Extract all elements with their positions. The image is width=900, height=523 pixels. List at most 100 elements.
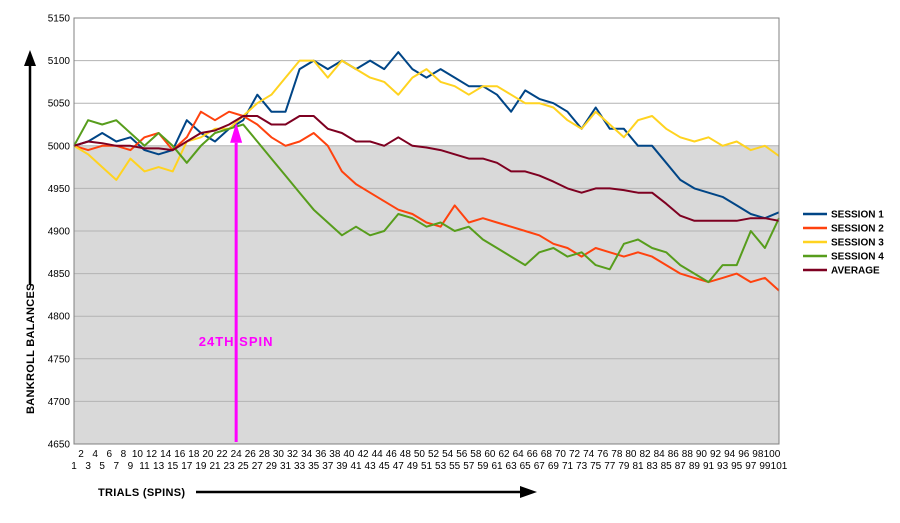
series-line-4 [73,119,780,284]
x-tick-label: 24 [231,449,243,460]
x-tick-label: 7 [114,461,120,472]
x-tick-label: 71 [562,461,574,472]
series-lines [73,51,780,292]
y-axis-title: BANKROLL BALANCES [25,283,37,414]
x-tick-label: 25 [238,461,250,472]
x-tick-label: 42 [357,449,369,460]
x-tick-label: 54 [442,449,454,460]
x-tick-label: 31 [280,461,292,472]
x-tick-label: 51 [421,461,433,472]
x-tick-label: 22 [216,449,228,460]
x-tick-label: 81 [632,461,644,472]
x-tick-label: 73 [576,461,588,472]
y-tick-label: 4900 [48,227,71,238]
x-tick-label: 62 [498,449,510,460]
x-tick-label: 80 [625,449,637,460]
x-tick-label: 66 [527,449,539,460]
x-tick-label: 35 [308,461,320,472]
y-tick-label: 4950 [48,184,71,195]
x-tick-label: 27 [252,461,264,472]
x-tick-label: 100 [764,449,781,460]
y-tick-label: 4850 [48,269,71,280]
y-tick-labels: 4650 4700 4750 4800 4850 4900 4950 5000 5050 5100… [48,14,71,451]
x-tick-label: 63 [506,461,518,472]
x-tick-label: 2 [78,449,84,460]
x-axis-title-group: TRIALS (SPINS) [98,486,537,499]
x-tick-label: 11 [139,461,150,472]
y-tick-label: 4650 [48,440,71,451]
x-tick-label: 9 [128,461,134,472]
x-tick-label: 76 [597,449,609,460]
x-tick-label: 12 [146,449,158,460]
x-tick-label: 6 [106,449,112,460]
x-tick-label: 48 [400,449,412,460]
annotation: 24TH SPIN [199,122,273,442]
x-tick-label: 23 [224,461,236,472]
x-tick-label: 55 [449,461,461,472]
x-tick-label: 52 [428,449,440,460]
x-tick-label: 60 [484,449,496,460]
y-tick-label: 5000 [48,141,71,152]
x-tick-label: 70 [555,449,567,460]
series-line-1 [73,51,780,220]
x-tick-label: 26 [245,449,257,460]
x-tick-label: 101 [771,461,788,472]
x-tick-labels: 2 4 6 8 10 12 14 16 18 20 22 24 26 28 30 32 34 36 38 40 42 44… [71,449,788,472]
y-tick-label: 4700 [48,397,71,408]
y-tick-label: 5100 [48,56,71,67]
x-tick-label: 16 [174,449,186,460]
x-tick-label: 97 [745,461,757,472]
x-tick-label: 64 [513,449,525,460]
x-tick-label: 43 [365,461,377,472]
x-tick-label: 75 [590,461,602,472]
legend-label: SESSION 1 [831,210,884,221]
x-tick-label: 77 [604,461,616,472]
x-tick-label: 13 [153,461,165,472]
x-tick-label: 19 [195,461,207,472]
x-tick-label: 33 [294,461,306,472]
x-tick-label: 89 [689,461,701,472]
x-tick-label: 65 [520,461,532,472]
x-tick-label: 18 [188,449,200,460]
x-tick-label: 57 [463,461,475,472]
legend-label: SESSION 2 [831,224,884,235]
legend: SESSION 1 SESSION 2 SESSION 3 SESSION 4 AVER… [803,210,884,277]
x-tick-label: 10 [132,449,144,460]
x-tick-label: 30 [273,449,285,460]
x-tick-label: 4 [92,449,98,460]
x-tick-label: 8 [121,449,127,460]
x-tick-label: 53 [435,461,447,472]
x-tick-label: 84 [654,449,666,460]
x-tick-label: 85 [661,461,673,472]
x-tick-label: 20 [202,449,214,460]
x-tick-label: 74 [583,449,595,460]
x-tick-label: 39 [336,461,348,472]
x-tick-label: 32 [287,449,299,460]
x-tick-label: 95 [731,461,743,472]
x-tick-label: 15 [167,461,179,472]
plot-border [73,17,780,445]
x-tick-label: 34 [301,449,313,460]
x-tick-label: 1 [71,461,77,472]
x-tick-label: 86 [668,449,680,460]
x-tick-label: 17 [181,461,193,472]
annotation-arrowhead [230,122,243,143]
x-tick-label: 79 [618,461,630,472]
x-tick-label: 49 [407,461,419,472]
x-tick-label: 88 [682,449,694,460]
y-tick-label: 5050 [48,99,71,110]
x-tick-label: 38 [329,449,341,460]
series-line-3 [73,59,780,181]
y-tick-label: 5150 [48,14,71,25]
y-tick-label: 4750 [48,354,71,365]
y-tick-label: 4800 [48,312,71,323]
x-tick-label: 56 [456,449,468,460]
x-tick-label: 90 [696,449,708,460]
x-tick-label: 92 [710,449,722,460]
x-tick-label: 68 [541,449,553,460]
x-tick-label: 61 [491,461,503,472]
y-axis-arrowhead [24,50,36,66]
x-tick-label: 98 [752,449,764,460]
x-axis-title: TRIALS (SPINS) [98,487,185,499]
y-axis-title-group: BANKROLL BALANCES [24,50,37,414]
